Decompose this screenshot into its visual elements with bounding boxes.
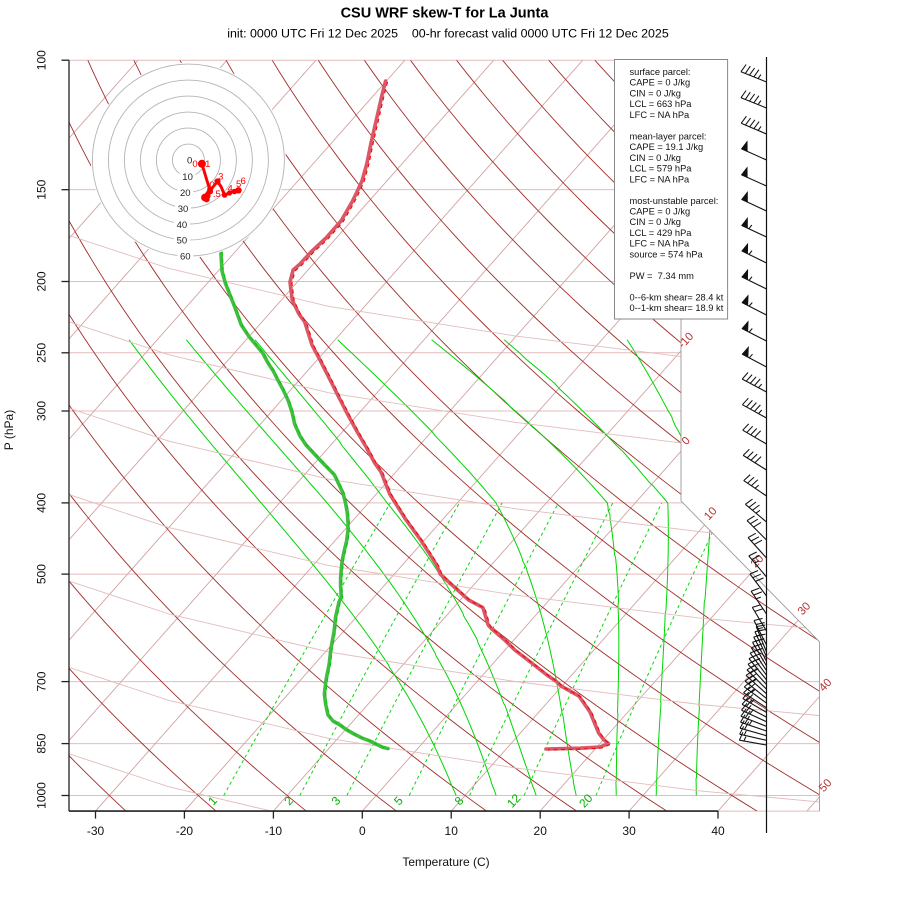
svg-text:LFC = NA hPa: LFC = NA hPa [630,239,691,249]
svg-text:LFC = NA hPa: LFC = NA hPa [630,174,691,184]
svg-text:150: 150 [35,179,49,199]
svg-text:.5: .5 [213,189,221,200]
svg-text:0--6-km shear= 28.4 kt: 0--6-km shear= 28.4 kt [630,292,724,302]
svg-text:source = 574 hPa: source = 574 hPa [630,249,704,259]
svg-text:40: 40 [177,220,188,231]
svg-text:400: 400 [35,493,49,513]
svg-text:LCL = 663 hPa: LCL = 663 hPa [630,99,693,109]
svg-text:LFC = NA hPa: LFC = NA hPa [630,110,691,120]
svg-text:0: 0 [187,156,192,167]
svg-text:1000: 1000 [35,782,49,809]
svg-text:CAPE = 19.1 J/kg: CAPE = 19.1 J/kg [630,142,704,152]
svg-text:6: 6 [241,176,246,187]
svg-text:init: 0000 UTC Fri 12 Dec 2025: init: 0000 UTC Fri 12 Dec 2025 00-hr for… [227,27,669,41]
svg-text:PW = 7.34 mm: PW = 7.34 mm [630,271,695,281]
svg-text:700: 700 [35,671,49,691]
svg-text:CIN = 0 J/kg: CIN = 0 J/kg [630,153,681,163]
svg-text:LCL = 579 hPa: LCL = 579 hPa [630,164,693,174]
svg-text:30: 30 [178,204,189,215]
svg-text:most-unstable parcel:: most-unstable parcel: [630,196,719,206]
svg-text:40: 40 [711,824,725,838]
svg-text:200: 200 [35,271,49,291]
svg-text:500: 500 [35,564,49,584]
svg-text:Temperature (C): Temperature (C) [402,855,489,869]
svg-text:mean-layer parcel:: mean-layer parcel: [630,131,707,141]
svg-text:20: 20 [534,824,548,838]
svg-text:1: 1 [205,159,210,170]
svg-text:250: 250 [35,342,49,362]
svg-text:CSU WRF skew-T for La Junta: CSU WRF skew-T for La Junta [341,6,550,22]
svg-text:P (hPa): P (hPa) [2,410,16,450]
svg-text:-20: -20 [176,824,194,838]
svg-text:10: 10 [182,172,193,183]
svg-text:-30: -30 [87,824,105,838]
svg-text:5: 5 [236,179,241,190]
svg-text:300: 300 [35,401,49,421]
svg-text:0: 0 [192,159,197,170]
svg-text:CIN = 0 J/kg: CIN = 0 J/kg [630,217,681,227]
svg-text:20: 20 [180,188,191,199]
svg-text:0: 0 [209,180,214,191]
svg-text:LCL = 429 hPa: LCL = 429 hPa [630,228,693,238]
svg-text:0--1-km shear= 18.9 kt: 0--1-km shear= 18.9 kt [630,303,724,313]
svg-text:0: 0 [359,824,366,838]
svg-text:30: 30 [622,824,636,838]
svg-text:CAPE = 0 J/kg: CAPE = 0 J/kg [630,78,691,88]
svg-text:10: 10 [445,824,459,838]
svg-text:3: 3 [218,172,223,183]
svg-text:surface parcel:: surface parcel: [630,67,691,77]
svg-text:-10: -10 [265,824,283,838]
svg-text:50: 50 [177,236,188,247]
svg-text:4: 4 [228,184,233,195]
svg-text:CAPE = 0 J/kg: CAPE = 0 J/kg [630,207,691,217]
svg-text:100: 100 [35,50,49,70]
svg-text:CIN = 0 J/kg: CIN = 0 J/kg [630,89,681,99]
svg-text:850: 850 [35,733,49,753]
svg-text:60: 60 [180,252,191,263]
